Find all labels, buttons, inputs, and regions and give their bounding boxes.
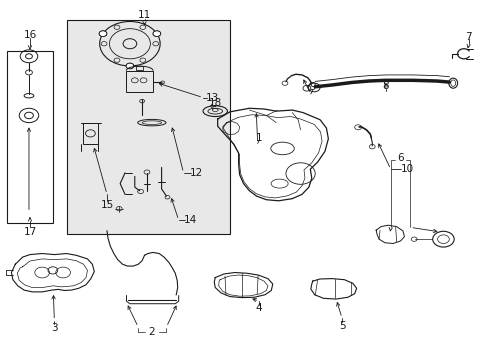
Circle shape <box>126 63 134 69</box>
Bar <box>126 71 153 92</box>
Text: 13: 13 <box>206 93 219 103</box>
Text: 5: 5 <box>338 321 345 331</box>
Text: 17: 17 <box>23 227 37 237</box>
Text: 4: 4 <box>255 303 262 314</box>
Text: 2: 2 <box>148 327 155 337</box>
Text: 7: 7 <box>465 32 471 41</box>
Text: 12: 12 <box>190 168 203 178</box>
Text: 6: 6 <box>396 153 403 163</box>
Text: 18: 18 <box>208 98 222 108</box>
Text: 14: 14 <box>184 215 197 225</box>
Circle shape <box>153 31 161 36</box>
Bar <box>82 123 98 144</box>
Text: 1: 1 <box>255 133 262 143</box>
Circle shape <box>99 31 107 36</box>
Text: 9: 9 <box>309 82 315 93</box>
Bar <box>136 66 143 69</box>
Text: 16: 16 <box>23 30 37 40</box>
Text: 10: 10 <box>401 164 413 174</box>
Text: 8: 8 <box>382 81 388 91</box>
Text: 3: 3 <box>51 323 58 333</box>
Bar <box>66 21 229 234</box>
Text: 15: 15 <box>100 200 113 210</box>
Text: 11: 11 <box>138 10 151 20</box>
Bar <box>6 51 53 223</box>
